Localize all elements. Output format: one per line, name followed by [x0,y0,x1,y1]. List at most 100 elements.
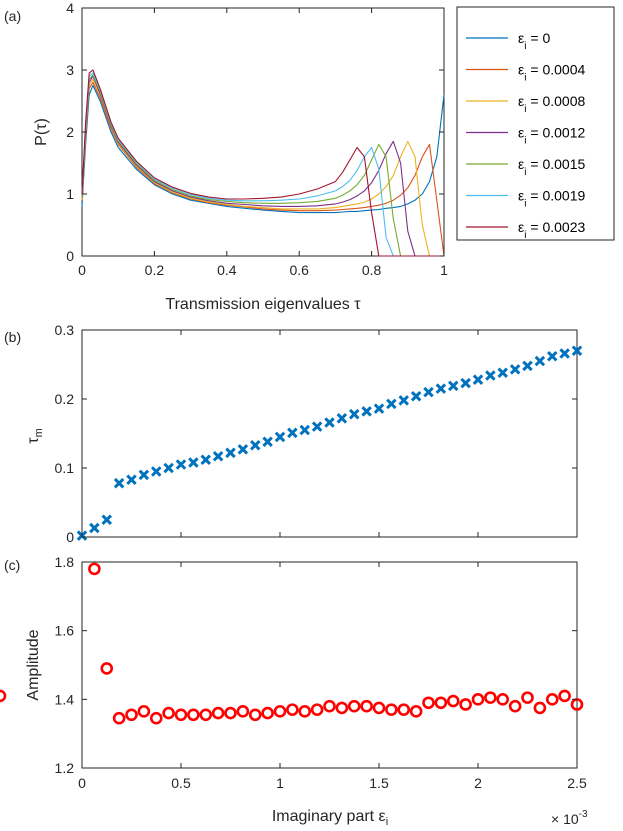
panel-a-x-tick-label: 0.4 [217,262,237,278]
panel-a-x-tick-label: 0.8 [362,262,382,278]
tau-m-point [435,383,447,394]
amplitude-point [125,708,138,722]
legend-label-6: εi = 0.0023 [518,219,585,241]
series-line-0 [81,84,445,214]
legend-label-sub: i [524,104,526,115]
amplitude-point [112,711,126,725]
amplitude-point [0,689,7,703]
panel-a-y-tick-label: 4 [66,0,74,16]
legend-label-sub: i [524,199,526,210]
tau-m-point [348,408,360,420]
panel-c-x-label-sub: i [386,816,388,828]
panel-c-x-axis-label: Imaginary part εi [272,808,388,828]
tau-m-point [522,360,533,372]
amplitude-point [88,562,101,576]
panel-a-x-ticks: 0 0.2 0.4 0.6 0.8 1 [78,8,448,278]
tau-m-point [188,457,199,468]
amplitude-point [521,691,534,704]
legend-label-3: εi = 0.0012 [518,125,585,147]
panel-a-y-tick-label: 0 [66,248,74,264]
tau-m-point [447,380,459,392]
panel-c-y-tick-label: 1.8 [55,554,75,570]
panel-a-x-tick-label: 1 [440,262,448,278]
panel-b-y-axis-label: τm [25,428,45,444]
panel-c-x-exponent: × 10-3 [551,809,588,827]
legend-label-sub: i [524,41,526,52]
legend-label-value: = 0.0015 [526,156,585,172]
panel-c-y-tick-label: 1.4 [55,691,75,707]
tau-m-point [410,390,422,402]
panel-c-x-tick-label: 2.5 [567,775,587,791]
series-line-1 [81,81,445,257]
panel-c-x-label-main: Imaginary part ε [272,808,386,825]
tau-m-point [386,398,397,410]
amplitude-point [533,701,547,715]
tau-m-point [311,421,323,432]
panel-c-x-tick-label: 0.5 [171,775,191,791]
legend-label-main: ε [518,188,524,204]
amplitude-point [248,708,262,722]
amplitude-point [372,701,386,715]
tau-m-point [299,424,311,436]
panel-b-y-tick-label: 0.1 [55,460,75,476]
panel-a-y-ticks: 0 1 2 3 4 [66,0,444,264]
tau-m-point [175,459,187,470]
amplitude-point [149,711,163,725]
legend-label-1: εi = 0.0004 [518,62,585,84]
amplitude-point [310,703,324,716]
amplitude-point [508,699,522,713]
legend-label-main: ε [518,156,524,172]
amplitude-point [422,696,435,710]
panel-a-legend [456,6,615,241]
tau-m-point [324,417,335,428]
tau-m-point [249,439,261,451]
tau-m-point [534,355,546,367]
amplitude-point [261,706,274,720]
panel-c-y-axis-label: Amplitude [25,629,42,700]
panel-a-axes [81,7,445,257]
panel-c-y-ticks: 1.2 1.4 1.6 1.8 [55,554,577,776]
panel-c-x-ticks: 0 0.5 1 1.5 2 2.5 [78,562,587,791]
panel-c-x-tick-label: 2 [474,775,482,791]
panel-c-y-tick-label: 1.2 [55,760,75,776]
panel-b-y-label-sub: m [33,428,45,437]
legend-label-0: εi = 0 [518,30,550,52]
panel-b-y-tick-label: 0 [66,529,74,545]
panel-b-y-ticks: 0 0.1 0.2 0.3 [55,322,578,545]
legend-label-main: ε [518,30,524,46]
tau-m-point [101,514,113,526]
tau-m-point [485,370,496,381]
legend-label-sub: i [524,230,526,241]
tau-m-point [237,444,249,455]
panel-c-axes [81,561,578,769]
panel-a-y-axis-label: P(τ) [33,118,50,146]
amplitude-point [558,689,571,703]
legend-label-value: = 0.0019 [526,188,585,204]
series-line-6 [81,69,444,257]
amplitude-point [273,705,287,718]
panel-b-plot-area [76,345,583,541]
tau-m-point [423,386,434,398]
amplitude-point [385,703,398,716]
amplitude-point [187,708,200,722]
tau-m-point [559,348,570,359]
panel-c-x-tick-label: 1.5 [369,775,389,791]
legend-label-5: εi = 0.0019 [518,188,585,210]
amplitude-point [459,698,472,711]
legend-label-value: = 0.0023 [526,219,585,235]
amplitude-point [360,699,373,713]
tau-m-point [546,350,558,362]
legend-label-sub: i [524,73,526,84]
amplitude-point [236,705,250,718]
legend-label-sub: i [524,167,526,178]
panel-c-plot-area [0,562,584,725]
panel-a-x-axis-label: Transmission eigenvalues τ [165,296,361,313]
tau-m-point [398,395,410,406]
panel-c-x-tick-label: 0 [78,775,86,791]
tau-m-point [262,436,273,448]
legend-label-value: = 0.0004 [526,62,585,78]
panel-a-plot-area [81,69,445,257]
amplitude-point [409,705,423,718]
panel-a-x-tick-label: 0.6 [289,262,309,278]
